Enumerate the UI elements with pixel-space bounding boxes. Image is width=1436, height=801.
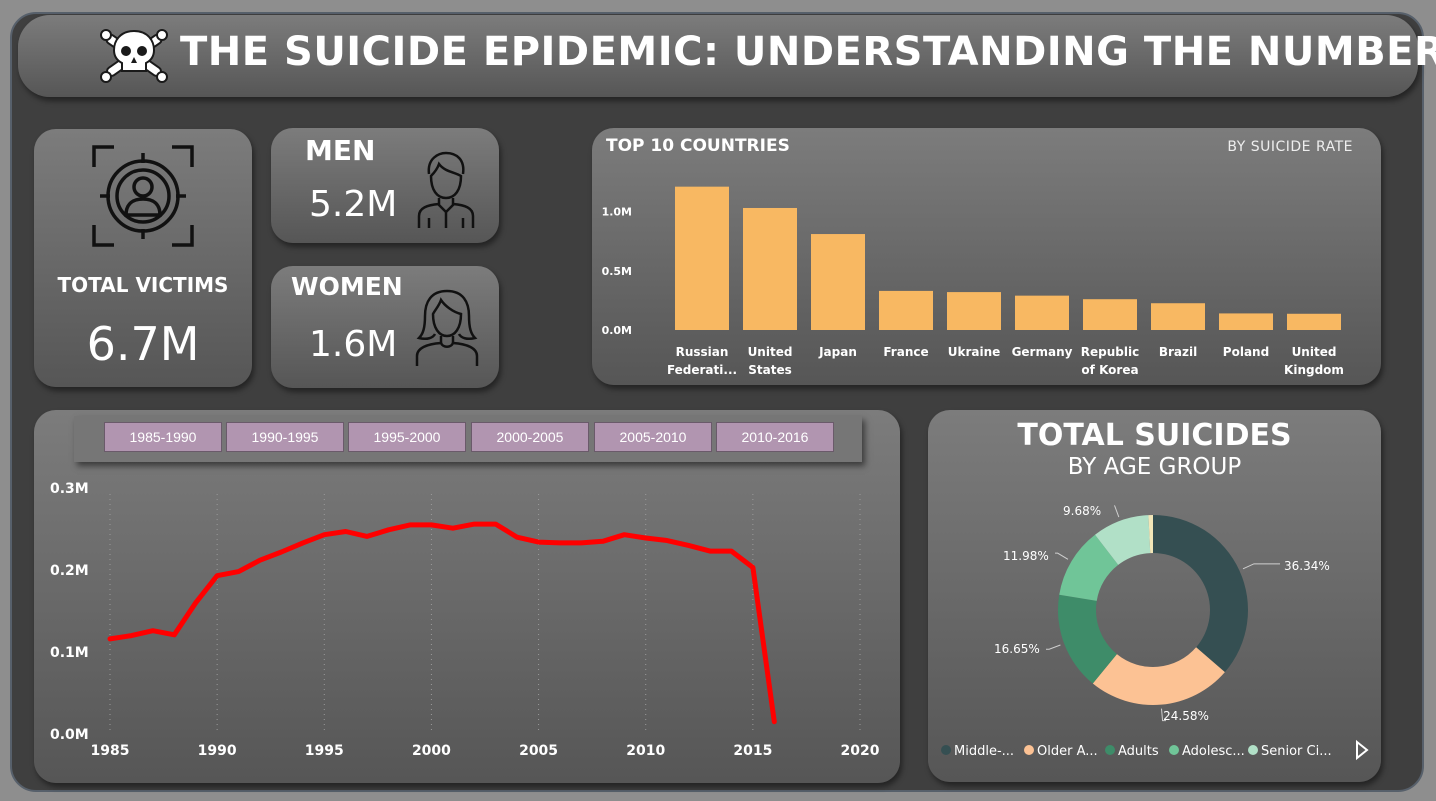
bar-8 [1219,313,1273,330]
kpi-women-label: WOMEN [291,272,403,301]
age-donut-chart: 36.34% 24.58% 16.65% 11.98% 9.68% Middle-... O… [941,504,1369,761]
donut-value-label: 36.34% [1284,559,1330,573]
donut-value-label: 11.98% [1003,549,1049,563]
bar-0 [675,186,729,330]
line-x-tick-label: 2005 [519,743,558,759]
donut-leader-line [1113,505,1120,518]
line-x-tick-label: 2020 [841,743,880,759]
donut-title: TOTAL SUICIDES [1017,418,1292,453]
legend-label-4: Senior Ci... [1261,744,1332,759]
donut-slice-3 [1059,534,1119,601]
donut-slice-2 [1058,594,1117,684]
bar-x-tick-label: Brazil [1159,345,1197,359]
bar-x-tick-label: France [883,345,928,359]
legend-swatch-2 [1105,745,1115,755]
donut-leader-line [1161,708,1166,722]
bar-chart-subtitle: BY SUICIDE RATE [1227,139,1353,155]
bar-y-tick-label: 1.0M [602,206,632,219]
bar-x-tick-label: Federati... [667,363,737,377]
donut-leader-line [1242,563,1280,570]
kpi-total-value: 6.7M [86,317,200,371]
slicer-btn-2005-2010[interactable]: 2005-2010 [594,422,712,452]
trend-line-chart: 1985 1990 1995 2000 2005 2010 2015 2020 0.0M 0.1M… [50,481,880,759]
slicer-btn-1990-1995[interactable]: 1990-1995 [226,422,344,452]
bar-x-tick-label: United [748,345,793,359]
bar-2 [811,234,865,330]
bar-x-tick-label: of Korea [1081,363,1138,377]
bar-3 [879,290,933,330]
man-icon [417,151,475,228]
donut-slice-5 [1148,515,1153,554]
bar-chart: 0.0M 0.5M 1.0M Russian Federati... United Stat… [602,186,1344,377]
donut-slice-1 [1092,647,1225,705]
kpi-total-victims: TOTAL VICTIMS 6.7M [34,129,252,387]
line-x-tick-label: 2010 [626,743,665,759]
line-y-tick-label: 0.2M [50,563,89,579]
legend-swatch-1 [1024,745,1034,755]
bar-x-tick-label: Kingdom [1284,363,1344,377]
trend-card: 1985 1990 1995 2000 2005 2010 2015 2020 0.0M 0.1M… [34,410,900,783]
legend-label-2: Adults [1118,744,1159,759]
legend-label-3: Adolesc... [1182,744,1245,759]
legend-label-0: Middle-... [954,744,1014,759]
line-x-tick-label: 2000 [412,743,451,759]
donut-slice-4 [1095,515,1151,565]
bar-1 [743,207,797,330]
line-y-tick-label: 0.0M [50,727,89,743]
title-banner: THE SUICIDE EPIDEMIC: UNDERSTANDING THE … [18,15,1436,97]
slicer-btn-1985-1990[interactable]: 1985-1990 [104,422,222,452]
trend-line-series [107,521,777,725]
bar-x-tick-label: United [1292,345,1337,359]
slicer-btn-2010-2016[interactable]: 2010-2016 [716,422,834,452]
legend-swatch-0 [941,745,951,755]
bar-y-tick-label: 0.5M [602,265,632,278]
kpi-total-label: TOTAL VICTIMS [57,273,229,297]
top-countries-card: TOP 10 COUNTRIES BY SUICIDE RATE 0.0M 0.5… [592,128,1381,385]
bar-9 [1287,313,1341,330]
target-person-icon [92,145,194,247]
line-x-tick-label: 2015 [733,743,772,759]
legend-label-1: Older A... [1037,744,1098,759]
bar-x-tick-label: States [748,363,792,377]
bar-x-tick-label: Russian [676,345,729,359]
bar-6 [1083,299,1137,330]
donut-value-label: 9.68% [1063,504,1101,518]
kpi-women: WOMEN 1.6M [271,266,499,388]
line-x-tick-label: 1990 [198,743,237,759]
legend-swatch-4 [1248,745,1258,755]
bar-x-tick-label: Republic [1081,345,1139,359]
kpi-men: MEN 5.2M [271,128,499,243]
woman-icon [415,289,479,366]
bar-x-tick-label: Germany [1012,345,1073,359]
kpi-women-value: 1.6M [309,324,398,365]
line-y-tick-label: 0.1M [50,645,89,661]
age-group-card: TOTAL SUICIDES BY AGE GROUP 36.34% 24.58%… [928,410,1381,782]
line-y-tick-label: 0.3M [50,481,89,497]
line-x-tick-label: 1985 [91,743,130,759]
donut-leader-line [1046,644,1061,650]
kpi-men-label: MEN [305,134,376,167]
donut-subtitle: BY AGE GROUP [1067,454,1242,480]
bar-x-tick-label: Ukraine [948,345,1001,359]
donut-value-label: 24.58% [1163,709,1209,723]
donut-value-label: 16.65% [994,642,1040,656]
bar-x-tick-label: Japan [818,345,857,359]
bar-x-tick-label: Poland [1223,345,1269,359]
kpi-men-value: 5.2M [309,184,398,225]
bar-chart-title: TOP 10 COUNTRIES [606,136,790,156]
legend-next-arrow-icon[interactable] [1356,739,1369,761]
donut-leader-line [1055,552,1069,560]
slicer-btn-2000-2005[interactable]: 2000-2005 [471,422,589,452]
line-x-tick-label: 1995 [305,743,344,759]
page-title: THE SUICIDE EPIDEMIC: UNDERSTANDING THE … [180,29,1436,75]
year-range-slicer: 1985-1990 1990-1995 1995-2000 2000-2005 … [74,416,862,462]
bar-4 [947,292,1001,330]
bar-7 [1151,303,1205,330]
skull-icon [100,29,168,83]
donut-slice-0 [1153,515,1248,673]
slicer-btn-1995-2000[interactable]: 1995-2000 [348,422,466,452]
bar-y-tick-label: 0.0M [602,324,632,337]
legend-swatch-3 [1169,745,1179,755]
bar-5 [1015,295,1069,330]
